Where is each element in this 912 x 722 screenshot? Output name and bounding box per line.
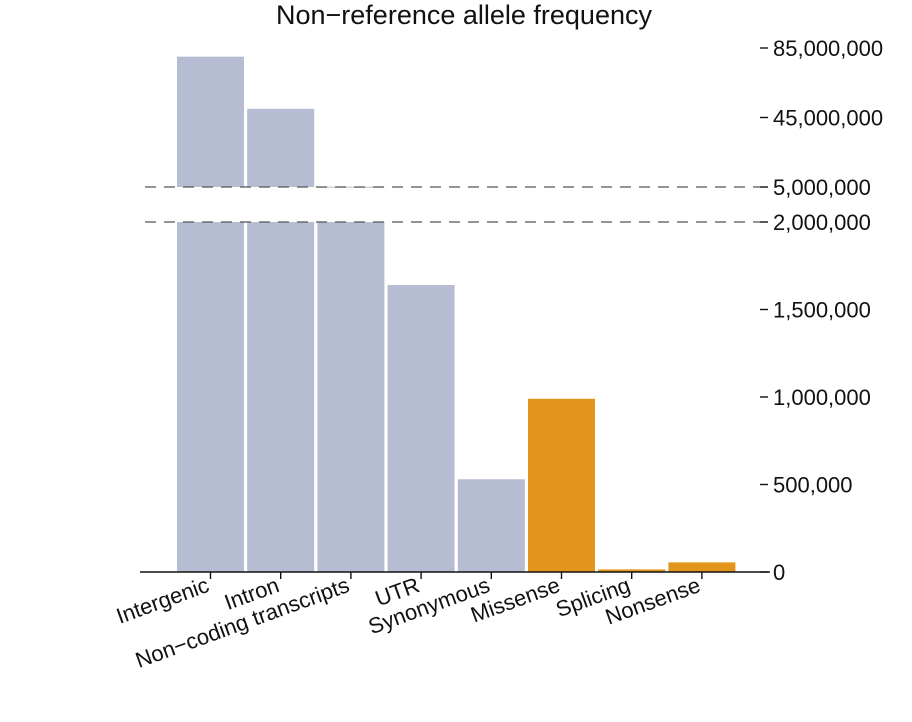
bar-lower-segment <box>317 222 385 572</box>
bar <box>528 398 595 572</box>
y-tick-label: 1,500,000 <box>773 298 871 323</box>
axis-break-lines <box>145 186 760 223</box>
y-tick-label: 500,000 <box>773 473 853 498</box>
bar <box>387 285 455 572</box>
y-axis: 0 500,000 1,000,000 1,500,000 2,000,000 5,000… <box>760 36 883 585</box>
bar <box>668 562 736 572</box>
y-tick-label: 2,000,000 <box>773 210 871 235</box>
bar <box>598 569 666 572</box>
bar <box>457 479 525 572</box>
bar <box>177 56 244 187</box>
bars <box>177 56 736 572</box>
y-tick-label: 85,000,000 <box>773 36 883 61</box>
bar <box>317 186 385 188</box>
y-tick-label: 0 <box>773 560 785 585</box>
bar <box>247 108 315 187</box>
y-tick-label: 5,000,000 <box>773 175 871 200</box>
y-tick-label: 45,000,000 <box>773 106 883 131</box>
y-tick-label: 1,000,000 <box>773 385 871 410</box>
bar-lower-segment <box>177 222 244 572</box>
bar-lower-segment <box>247 222 315 572</box>
chart-title: Non−reference allele frequency <box>276 0 652 30</box>
x-tick-label: Intergenic <box>113 572 212 629</box>
